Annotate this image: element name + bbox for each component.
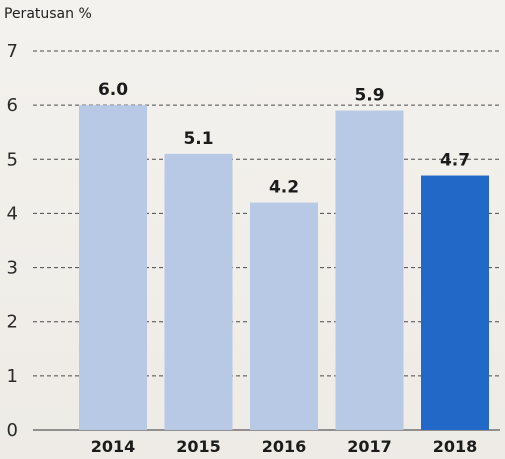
x-tick-label-2014: 2014 xyxy=(91,437,136,456)
y-tick-label: 2 xyxy=(7,312,18,333)
y-tick-label: 7 xyxy=(7,41,18,62)
value-label-2018: 4.7 xyxy=(440,151,470,171)
bar-2015 xyxy=(164,153,233,430)
y-tick-label: 1 xyxy=(7,366,18,387)
value-label-2015: 5.1 xyxy=(183,129,213,149)
value-label-2014: 6.0 xyxy=(98,80,128,100)
y-tick-label: 4 xyxy=(7,203,18,224)
x-tick-label-2018: 2018 xyxy=(433,437,478,456)
y-tick-label: 3 xyxy=(7,258,18,279)
bar-2018 xyxy=(421,175,489,430)
bar-2017 xyxy=(335,110,404,431)
y-tick-label: 5 xyxy=(7,149,18,170)
x-tick-label-2016: 2016 xyxy=(262,437,307,456)
bars xyxy=(79,105,489,431)
bar-2016 xyxy=(250,202,318,430)
value-labels: 6.0 5.1 4.2 5.9 4.7 xyxy=(98,80,470,197)
bar-2014 xyxy=(79,105,147,431)
x-tick-label-2015: 2015 xyxy=(176,437,221,456)
y-tick-label: 6 xyxy=(7,95,18,116)
y-tick-label: 0 xyxy=(7,420,18,441)
x-tick-label-2017: 2017 xyxy=(347,437,392,456)
value-label-2016: 4.2 xyxy=(269,178,299,198)
y-axis-label: Peratusan % xyxy=(4,6,92,22)
value-label-2017: 5.9 xyxy=(354,86,384,106)
axes: Peratusan % 0 1 2 3 4 5 6 7 2014 2015 2016 2017 2018 xyxy=(4,6,477,456)
